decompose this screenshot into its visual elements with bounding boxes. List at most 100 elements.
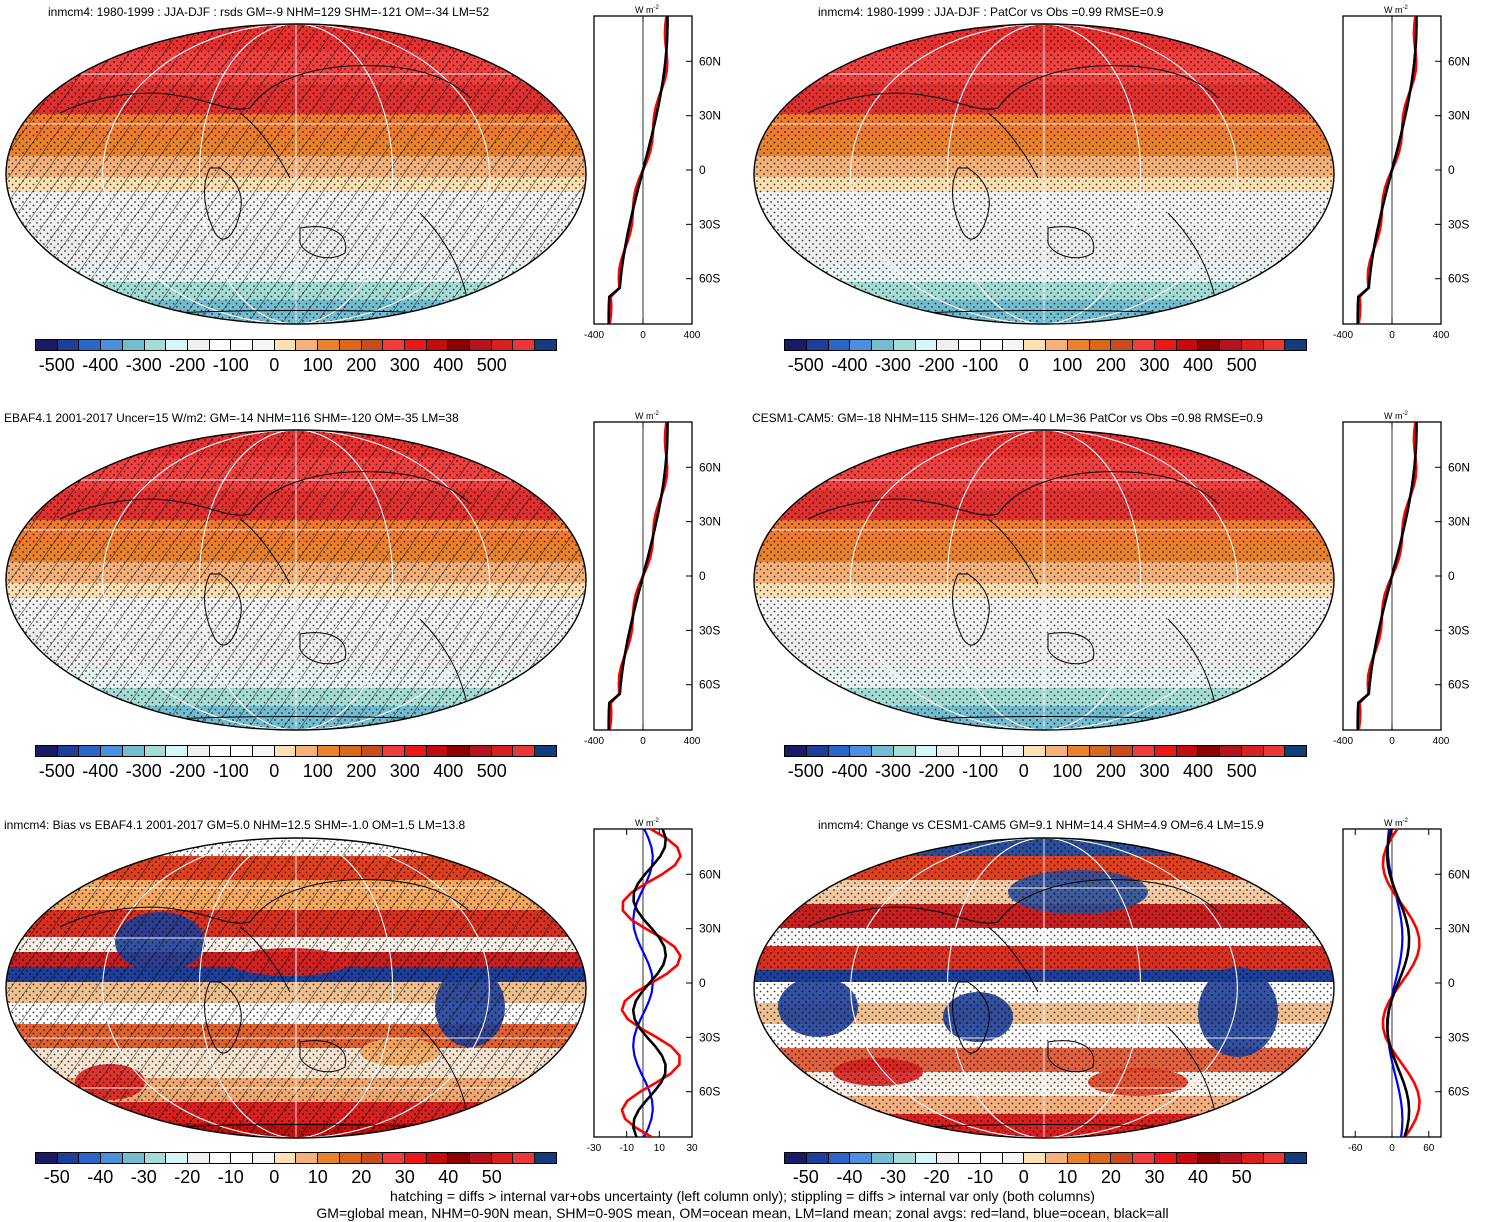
colorbar-swatch [145, 1153, 167, 1163]
colorbar-swatch [1003, 746, 1025, 756]
colorbar-tick-label: -200 [919, 761, 955, 781]
colorbar-tick-label: 300 [390, 355, 420, 375]
zonal-unit-exponent: -2 [1403, 5, 1409, 11]
zonal-lat-tick-label: 60S [699, 1085, 720, 1099]
colorbar-swatch [210, 746, 232, 756]
colorbar-tick-label: -100 [213, 355, 249, 375]
colorbar-swatch [210, 340, 232, 350]
colorbar-swatch [513, 746, 535, 756]
colorbar-swatch [1090, 746, 1112, 756]
zonal-lat-tick-label: 30S [1448, 623, 1469, 637]
colorbar-swatch [937, 1153, 959, 1163]
colorbar-swatch [383, 340, 405, 350]
zonal-lat-tick-label: 60S [1448, 272, 1469, 286]
colorbar-swatch [275, 340, 297, 350]
colorbar-tick-label: 500 [1227, 355, 1257, 375]
colorbar-tick-label: 300 [1139, 761, 1169, 781]
colorbar-swatch [101, 340, 123, 350]
colorbar-swatch [1242, 340, 1264, 350]
colorbar-swatch [362, 746, 384, 756]
zonal-curve-ocean [609, 422, 668, 730]
zonal-curve-all [609, 16, 668, 324]
colorbar-tick-label: 500 [1227, 761, 1257, 781]
colorbar-tick-label: 100 [303, 355, 333, 375]
colorbar-tick-label: 40 [438, 1167, 458, 1187]
zonal-x-tick-label: 400 [1433, 736, 1450, 747]
colorbar-swatch [1264, 1153, 1286, 1163]
colorbar-tick-label: -100 [962, 761, 998, 781]
zonal-lat-tick-label: 0 [1448, 569, 1455, 583]
colorbar-tick-label: -500 [39, 355, 75, 375]
colorbar-swatch [36, 340, 58, 350]
colorbar-swatch [513, 340, 535, 350]
colorbar-swatch [231, 746, 253, 756]
zonal-unit-label: W m-2 [635, 5, 659, 15]
panel-1-map [0, 18, 592, 330]
panel-2-colorbar [784, 339, 1307, 351]
zonal-lat-tick-label: 60N [1448, 460, 1470, 474]
colorbar-swatch [1068, 746, 1090, 756]
colorbar-tick-label: -40 [836, 1167, 862, 1187]
zonal-x-tick-label: 0 [1389, 736, 1395, 747]
colorbar-swatch [1024, 340, 1046, 350]
colorbar-swatch [1046, 746, 1068, 756]
colorbar-tick-label: 40 [1188, 1167, 1208, 1187]
colorbar-swatch [894, 1153, 916, 1163]
colorbar-tick-label: -500 [788, 761, 824, 781]
colorbar-swatch [188, 340, 210, 350]
colorbar-swatch [785, 340, 807, 350]
zonal-lat-tick-label: 60N [1448, 867, 1470, 881]
colorbar-swatch [470, 340, 492, 350]
colorbar-swatch [58, 746, 80, 756]
colorbar-swatch [1046, 340, 1068, 350]
colorbar-swatch [427, 1153, 449, 1163]
colorbar-tick-label: 50 [1232, 1167, 1252, 1187]
zonal-lat-tick-label: 60S [1448, 1085, 1469, 1099]
panel-2-map [748, 18, 1340, 330]
colorbar-swatch [1198, 340, 1220, 350]
colorbar-tick-label: 0 [269, 355, 279, 375]
colorbar-tick-label: -400 [82, 355, 118, 375]
zonal-x-tick-label: 0 [1389, 330, 1395, 341]
zonal-x-tick-label: 10 [654, 1143, 666, 1154]
colorbar-tick-label: 200 [1096, 761, 1126, 781]
colorbar-swatch [959, 746, 981, 756]
colorbar-swatch [807, 746, 829, 756]
colorbar-tick-label: 10 [308, 1167, 328, 1187]
colorbar-swatch [58, 1153, 80, 1163]
zonal-lat-tick-label: 30N [699, 515, 721, 529]
colorbar-swatch [1177, 340, 1199, 350]
colorbar-swatch [872, 746, 894, 756]
colorbar-tick-label: -400 [831, 761, 867, 781]
colorbar-swatch [405, 746, 427, 756]
colorbar-swatch [296, 1153, 318, 1163]
colorbar-swatch [1264, 746, 1286, 756]
panel-6-colorbar [784, 1152, 1307, 1164]
zonal-unit-exponent: -2 [1403, 818, 1409, 824]
colorbar-swatch [58, 340, 80, 350]
zonal-x-tick-label: 0 [1389, 1143, 1395, 1154]
colorbar-swatch [275, 1153, 297, 1163]
colorbar-swatch [981, 1153, 1003, 1163]
panel-6-map [748, 832, 1340, 1144]
colorbar-tick-label: 400 [433, 761, 463, 781]
colorbar-tick-label: -40 [87, 1167, 113, 1187]
colorbar-swatch [1220, 746, 1242, 756]
zonal-lat-tick-label: 60N [1448, 54, 1470, 68]
colorbar-swatch [492, 1153, 514, 1163]
zonal-unit-label: W m-2 [635, 818, 659, 828]
zonal-lat-tick-label: 0 [699, 976, 706, 990]
colorbar-swatch [188, 1153, 210, 1163]
zonal-lat-tick-label: 30S [1448, 1030, 1469, 1044]
colorbar-tick-label: -300 [875, 355, 911, 375]
colorbar-swatch [1068, 340, 1090, 350]
colorbar-swatch [937, 340, 959, 350]
colorbar-swatch [123, 1153, 145, 1163]
colorbar-swatch [513, 1153, 535, 1163]
colorbar-swatch [36, 746, 58, 756]
zonal-lat-tick-label: 60N [699, 867, 721, 881]
colorbar-swatch [36, 1153, 58, 1163]
